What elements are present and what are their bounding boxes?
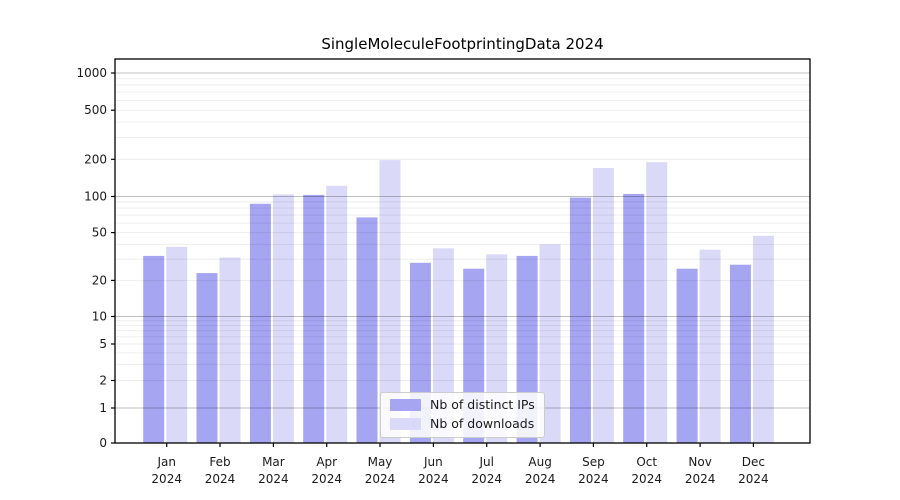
x-tick-label-month: Jan bbox=[156, 455, 176, 469]
x-tick-label-year: 2024 bbox=[258, 472, 289, 486]
x-tick-label-month: Feb bbox=[209, 455, 230, 469]
y-tick-label: 50 bbox=[92, 226, 107, 240]
bar-ips-feb bbox=[196, 273, 218, 443]
legend-swatch-downloads bbox=[390, 417, 421, 430]
bar-ips-sep bbox=[569, 197, 591, 443]
y-tick-label: 500 bbox=[84, 103, 107, 117]
x-tick-label-month: Nov bbox=[688, 455, 711, 469]
y-tick-label: 5 bbox=[99, 337, 107, 351]
chart-title: SingleMoleculeFootprintingData 2024 bbox=[321, 35, 604, 53]
bars-series-1 bbox=[166, 160, 774, 444]
bar-downloads-mar bbox=[272, 194, 294, 443]
bar-downloads-oct bbox=[646, 162, 668, 443]
legend-item-downloads: Nb of downloads bbox=[390, 415, 535, 431]
x-tick-label-year: 2024 bbox=[365, 472, 396, 486]
bar-ips-nov bbox=[676, 268, 698, 443]
axes: 0 1 2 5 10 20 50 100 200 500 1000 Jan 2024 Feb 2024 Mar… bbox=[76, 58, 811, 486]
x-tick-label-month: Oct bbox=[636, 455, 657, 469]
x-tick-label-month: Mar bbox=[262, 455, 285, 469]
plot-border bbox=[114, 58, 811, 444]
y-tick-label: 100 bbox=[84, 190, 107, 204]
bar-downloads-jan bbox=[166, 246, 188, 443]
x-tick-label-year: 2024 bbox=[151, 472, 182, 486]
bar-ips-may bbox=[356, 217, 378, 443]
bar-downloads-feb bbox=[219, 257, 241, 443]
x-tick-label-year: 2024 bbox=[311, 472, 342, 486]
legend-label-distinct-ips: Nb of distinct IPs bbox=[430, 397, 535, 412]
legend: Nb of distinct IPs Nb of downloads bbox=[380, 392, 545, 438]
y-tick-label: 200 bbox=[84, 152, 107, 166]
x-tick-label-month: Jun bbox=[423, 455, 443, 469]
bar-ips-oct bbox=[623, 193, 645, 443]
y-tick-label: 1 bbox=[99, 401, 107, 415]
x-tick-label-year: 2024 bbox=[631, 472, 662, 486]
bar-ips-dec bbox=[729, 264, 751, 443]
x-tick-label-month: Apr bbox=[316, 455, 337, 469]
bar-downloads-nov bbox=[699, 249, 721, 443]
x-tick-label-year: 2024 bbox=[205, 472, 236, 486]
x-tick-label-year: 2024 bbox=[525, 472, 556, 486]
bar-downloads-may bbox=[379, 160, 401, 443]
bar-ips-jan bbox=[143, 255, 165, 443]
y-tick-label: 0 bbox=[99, 436, 107, 450]
legend-label-downloads: Nb of downloads bbox=[430, 415, 535, 431]
legend-item-distinct-ips: Nb of distinct IPs bbox=[390, 397, 535, 412]
x-tick-label-month: May bbox=[368, 455, 393, 469]
x-tick-label-year: 2024 bbox=[578, 472, 609, 486]
y-tick-label: 20 bbox=[92, 273, 107, 287]
bar-ips-mar bbox=[249, 203, 271, 443]
x-tick-label-month: Aug bbox=[528, 455, 551, 469]
x-tick-label-month: Sep bbox=[582, 455, 605, 469]
bar-downloads-sep bbox=[592, 168, 614, 443]
legend-swatch-distinct-ips bbox=[390, 399, 421, 412]
gridlines bbox=[115, 72, 810, 409]
bar-downloads-dec bbox=[752, 235, 774, 443]
x-tick-label-year: 2024 bbox=[471, 472, 502, 486]
x-tick-label-month: Dec bbox=[742, 455, 765, 469]
x-tick-label-year: 2024 bbox=[738, 472, 769, 486]
y-tick-label: 10 bbox=[92, 310, 107, 324]
bar-downloads-apr bbox=[326, 185, 348, 444]
x-tick-label-year: 2024 bbox=[685, 472, 716, 486]
x-tick-label-year: 2024 bbox=[418, 472, 449, 486]
bar-downloads-aug bbox=[539, 244, 561, 443]
bar-ips-apr bbox=[303, 194, 325, 443]
x-tick-label-month: Jul bbox=[478, 455, 493, 469]
y-tick-label: 2 bbox=[99, 374, 107, 388]
y-tick-label: 1000 bbox=[76, 66, 107, 80]
